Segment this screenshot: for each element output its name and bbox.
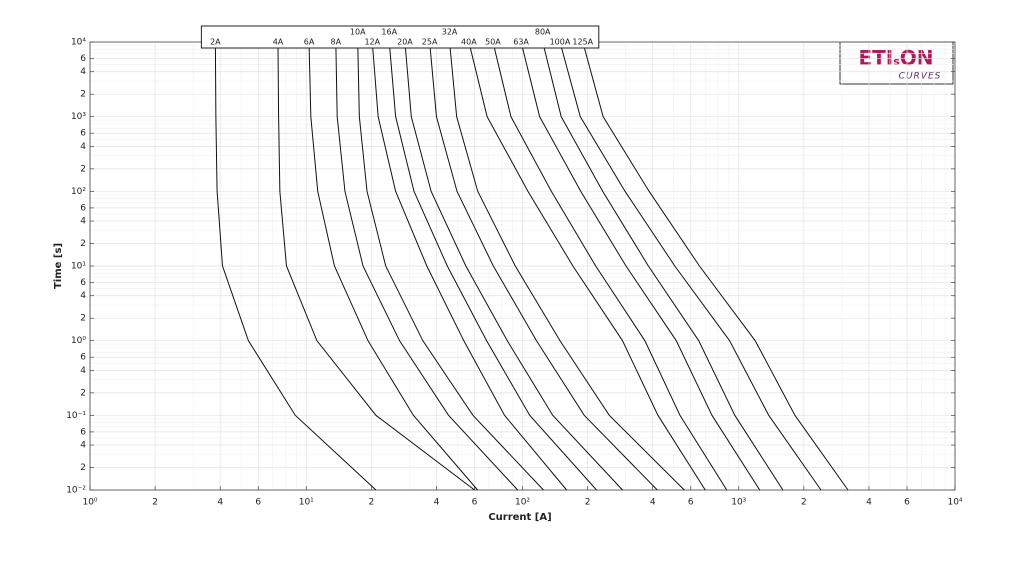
legend-label: 10A xyxy=(350,28,366,37)
legend-label: 40A xyxy=(461,38,477,47)
y-tick-label: 2 xyxy=(80,314,86,324)
y-tick-label: 4 xyxy=(80,142,86,152)
legend-label: 25A xyxy=(422,38,438,47)
curve xyxy=(492,41,728,491)
y-tick-label: 6 xyxy=(80,278,86,288)
legend-label: 6A xyxy=(304,38,315,47)
x-tick-label: 2 xyxy=(152,498,158,508)
y-tick-label: 4 xyxy=(80,67,86,77)
x-tick-label: 4 xyxy=(434,498,440,508)
legend-label: 63A xyxy=(513,38,529,47)
curve xyxy=(404,41,623,491)
legend-label: 2A xyxy=(210,38,221,47)
x-tick-label: 10⁰ xyxy=(82,498,97,508)
y-tick-label: 2 xyxy=(80,239,86,249)
curve xyxy=(449,41,685,491)
x-tick-label: 6 xyxy=(904,498,910,508)
y-tick-label: 10⁴ xyxy=(71,38,86,48)
y-tick-label: 4 xyxy=(80,441,86,451)
curve xyxy=(559,41,822,491)
y-tick-label: 4 xyxy=(80,291,86,301)
y-tick-label: 6 xyxy=(80,54,86,64)
curve xyxy=(582,41,849,491)
curve xyxy=(308,41,478,491)
curve xyxy=(335,41,519,491)
y-tick-label: 10² xyxy=(71,187,86,197)
y-tick-label: 2 xyxy=(80,388,86,398)
x-tick-label: 2 xyxy=(368,498,374,508)
legend-label: 20A xyxy=(397,38,413,47)
y-tick-label: 4 xyxy=(80,217,86,227)
x-tick-label: 6 xyxy=(688,498,694,508)
logo-part: s xyxy=(893,55,900,68)
legend-box xyxy=(200,25,600,49)
y-tick-label: 10³ xyxy=(71,112,86,122)
logo-subtitle: CURVES xyxy=(899,72,942,82)
curve xyxy=(429,41,658,491)
y-tick-label: 2 xyxy=(80,164,86,174)
legend-label: 4A xyxy=(273,38,284,47)
legend-label: 100A xyxy=(550,38,571,47)
curve xyxy=(357,41,544,491)
curve xyxy=(388,41,597,491)
curve xyxy=(468,41,706,491)
x-axis-label: Current [A] xyxy=(488,512,551,523)
curve xyxy=(371,41,568,491)
curve xyxy=(542,41,784,491)
legend-label: 32A xyxy=(442,28,458,37)
legend-label: 16A xyxy=(381,28,397,37)
y-tick-label: 10⁻¹ xyxy=(66,411,86,421)
y-tick-label: 10¹ xyxy=(71,262,86,272)
legend-label: 50A xyxy=(485,38,501,47)
legend-label: 80A xyxy=(535,28,551,37)
x-tick-label: 2 xyxy=(801,498,807,508)
grid xyxy=(89,41,956,491)
y-tick-label: 6 xyxy=(80,129,86,139)
x-tick-label: 10⁴ xyxy=(947,498,962,508)
legend-label: 12A xyxy=(364,38,380,47)
x-tick-label: 6 xyxy=(255,498,261,508)
y-tick-label: 4 xyxy=(80,366,86,376)
x-tick-label: 4 xyxy=(866,498,872,508)
curve xyxy=(520,41,761,491)
y-axis-label: Time [s] xyxy=(53,243,64,289)
x-tick-label: 4 xyxy=(650,498,656,508)
legend-label: 8A xyxy=(331,38,342,47)
y-tick-label: 6 xyxy=(80,427,86,437)
x-tick-label: 10³ xyxy=(731,498,746,508)
x-tick-label: 2 xyxy=(585,498,591,508)
logo: ETIsON CURVES xyxy=(839,41,954,85)
y-tick-label: 6 xyxy=(80,203,86,213)
x-tick-label: 10² xyxy=(515,498,530,508)
x-tick-label: 4 xyxy=(217,498,223,508)
curve xyxy=(277,41,475,491)
x-tick-label: 6 xyxy=(472,498,478,508)
legend-label: 125A xyxy=(572,38,593,47)
x-tick-label: 10¹ xyxy=(299,498,314,508)
y-tick-label: 10⁻² xyxy=(66,486,86,496)
y-tick-label: 2 xyxy=(80,90,86,100)
curve xyxy=(214,41,377,491)
y-tick-label: 10⁰ xyxy=(71,336,86,346)
y-tick-label: 6 xyxy=(80,353,86,363)
y-tick-label: 2 xyxy=(80,463,86,473)
